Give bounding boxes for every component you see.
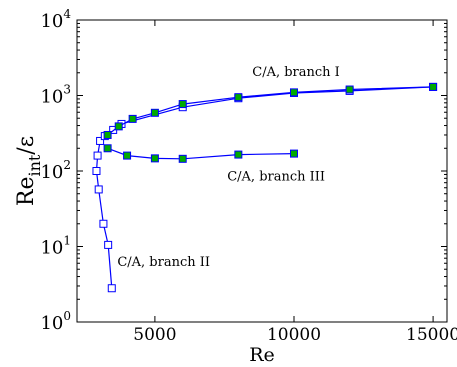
data-point bbox=[94, 185, 103, 194]
data-point bbox=[103, 130, 112, 139]
data-point bbox=[114, 122, 123, 131]
y-tick-label: 101 bbox=[40, 234, 71, 259]
y-tick-label: 102 bbox=[40, 158, 71, 183]
data-point bbox=[128, 114, 137, 123]
y-tick-label-base: 10 bbox=[40, 238, 63, 259]
y-tick-label-exponent: 2 bbox=[63, 158, 71, 172]
data-point bbox=[104, 240, 113, 249]
y-tick-label-base: 10 bbox=[40, 87, 63, 108]
y-tick-label: 104 bbox=[40, 7, 71, 32]
series-layer bbox=[92, 82, 438, 293]
annotation-label: C/A, branch III bbox=[227, 169, 325, 184]
data-point bbox=[103, 144, 112, 153]
data-point bbox=[93, 151, 102, 160]
y-tick-label-base: 10 bbox=[40, 162, 63, 183]
data-point bbox=[178, 100, 187, 109]
data-point bbox=[345, 85, 354, 94]
y-tick-label: 103 bbox=[40, 83, 71, 108]
y-axis-label-main: Re bbox=[14, 177, 39, 207]
y-axis-label-sub: int bbox=[25, 154, 44, 176]
y-tick-label-exponent: 3 bbox=[63, 83, 71, 97]
x-axis-label: Re bbox=[249, 344, 275, 366]
x-tick-label: 15000 bbox=[406, 325, 457, 345]
x-tick-label: 5000 bbox=[133, 325, 176, 345]
annotations: C/A, branch I C/A, branch III C/A, branch … bbox=[117, 65, 339, 270]
data-point bbox=[107, 284, 116, 293]
data-point bbox=[178, 154, 187, 163]
series-line bbox=[107, 147, 295, 160]
data-point bbox=[234, 150, 243, 159]
annotation-label: C/A, branch II bbox=[117, 255, 210, 270]
data-point bbox=[150, 108, 159, 117]
y-tick-label-exponent: 1 bbox=[63, 234, 71, 248]
data-point bbox=[429, 82, 438, 91]
data-point bbox=[289, 149, 298, 158]
data-point bbox=[234, 93, 243, 102]
y-tick-label-exponent: 0 bbox=[63, 309, 71, 323]
y-tick-label: 100 bbox=[40, 309, 71, 334]
data-point bbox=[150, 154, 159, 163]
data-point bbox=[96, 136, 105, 145]
axis-ticks bbox=[77, 19, 447, 323]
annotation-label: C/A, branch I bbox=[252, 65, 340, 80]
data-point bbox=[99, 219, 108, 228]
data-point bbox=[123, 151, 132, 160]
data-point bbox=[289, 88, 298, 97]
y-tick-label-base: 10 bbox=[40, 313, 63, 334]
data-point bbox=[92, 167, 101, 175]
x-tick-label: 10000 bbox=[267, 325, 321, 345]
y-tick-label-exponent: 4 bbox=[63, 7, 71, 21]
y-axis-label: Reint/ε bbox=[14, 136, 44, 206]
y-axis-label-tail: /ε bbox=[14, 136, 39, 155]
y-tick-label-base: 10 bbox=[40, 11, 63, 32]
